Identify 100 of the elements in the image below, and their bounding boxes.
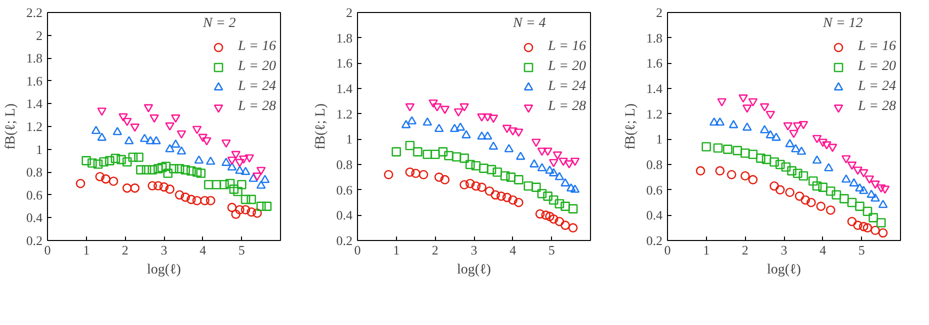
point bbox=[152, 136, 161, 144]
point bbox=[876, 218, 886, 228]
legend-title: N = 12 bbox=[823, 16, 864, 32]
point bbox=[738, 94, 748, 103]
point bbox=[440, 106, 450, 114]
point bbox=[196, 168, 206, 178]
point bbox=[855, 202, 864, 211]
y-axis-title: fB(ℓ; L) bbox=[3, 103, 18, 150]
point bbox=[762, 154, 772, 164]
point bbox=[822, 141, 832, 150]
point bbox=[194, 155, 204, 164]
point bbox=[204, 180, 214, 190]
point bbox=[488, 142, 498, 150]
y-tick-label: 0.8 bbox=[336, 157, 352, 172]
point bbox=[514, 128, 524, 137]
point bbox=[192, 196, 202, 206]
point bbox=[760, 125, 770, 134]
point bbox=[543, 192, 552, 201]
point bbox=[108, 176, 118, 186]
point bbox=[401, 120, 411, 128]
point bbox=[225, 178, 235, 188]
y-tick-label: 1.2 bbox=[26, 119, 42, 134]
point bbox=[212, 180, 222, 190]
point bbox=[256, 166, 266, 176]
point bbox=[506, 172, 516, 182]
point bbox=[847, 198, 857, 208]
point bbox=[713, 143, 723, 153]
point bbox=[231, 150, 240, 160]
point bbox=[560, 178, 570, 186]
point bbox=[488, 114, 498, 123]
point bbox=[558, 158, 568, 166]
x-tick-label: 0 bbox=[44, 242, 51, 258]
point bbox=[428, 99, 438, 108]
point bbox=[97, 132, 107, 141]
y-tick-label: 0.2 bbox=[26, 233, 42, 248]
point bbox=[548, 159, 558, 168]
point bbox=[454, 108, 464, 117]
y-tick-label: 0.6 bbox=[646, 182, 663, 198]
point bbox=[870, 226, 880, 236]
point bbox=[548, 168, 558, 176]
point bbox=[783, 122, 793, 130]
point bbox=[206, 196, 216, 206]
x-tick-label: 3 bbox=[780, 242, 788, 258]
y-tick-label: 0.4 bbox=[336, 208, 353, 223]
point bbox=[794, 192, 804, 201]
x-tick-label: 2 bbox=[432, 242, 438, 258]
point bbox=[792, 168, 802, 178]
point bbox=[122, 118, 132, 126]
point bbox=[231, 210, 240, 219]
point bbox=[537, 163, 547, 172]
point bbox=[91, 126, 101, 134]
point bbox=[407, 116, 417, 124]
point bbox=[130, 183, 140, 193]
legend-label: L = 20 bbox=[238, 59, 276, 75]
point bbox=[502, 192, 512, 202]
point bbox=[770, 181, 779, 191]
y-tick-label: 0.2 bbox=[336, 233, 352, 248]
y-axis-title: fB(ℓ; L) bbox=[313, 103, 328, 150]
point bbox=[165, 122, 174, 131]
legend-label: L = 24 bbox=[858, 79, 896, 95]
x-tick-label: 5 bbox=[238, 242, 245, 258]
legend-label: L = 28 bbox=[548, 99, 586, 115]
point bbox=[732, 146, 742, 156]
point bbox=[434, 172, 444, 182]
point bbox=[456, 122, 466, 131]
point bbox=[566, 183, 576, 192]
x-tick-label: 5 bbox=[858, 242, 865, 258]
point bbox=[554, 172, 564, 180]
point bbox=[186, 194, 196, 204]
point bbox=[444, 150, 454, 160]
point bbox=[465, 160, 475, 170]
y-tick-label: 1.4 bbox=[336, 81, 353, 96]
point bbox=[130, 124, 140, 132]
point bbox=[171, 114, 180, 123]
point bbox=[134, 152, 144, 162]
y-tick-label: 0.2 bbox=[646, 233, 662, 248]
point bbox=[148, 165, 157, 174]
y-tick-label: 0.8 bbox=[646, 157, 662, 172]
point bbox=[570, 158, 580, 166]
point bbox=[791, 144, 800, 152]
point bbox=[841, 155, 851, 164]
x-axis-title: log(ℓ) bbox=[457, 262, 492, 278]
point bbox=[486, 164, 496, 174]
point bbox=[198, 134, 208, 142]
point bbox=[221, 158, 231, 166]
y-tick-label: 2 bbox=[346, 5, 352, 20]
point bbox=[696, 166, 706, 176]
point bbox=[545, 166, 554, 174]
y-tick-label: 1.6 bbox=[646, 56, 663, 71]
point bbox=[176, 130, 186, 139]
point bbox=[200, 196, 210, 206]
point bbox=[490, 190, 500, 200]
point bbox=[849, 178, 859, 186]
point bbox=[742, 122, 752, 131]
point bbox=[477, 113, 486, 122]
point bbox=[858, 222, 868, 232]
point bbox=[880, 186, 890, 194]
point bbox=[798, 121, 808, 130]
point bbox=[136, 165, 146, 174]
point bbox=[766, 110, 776, 120]
